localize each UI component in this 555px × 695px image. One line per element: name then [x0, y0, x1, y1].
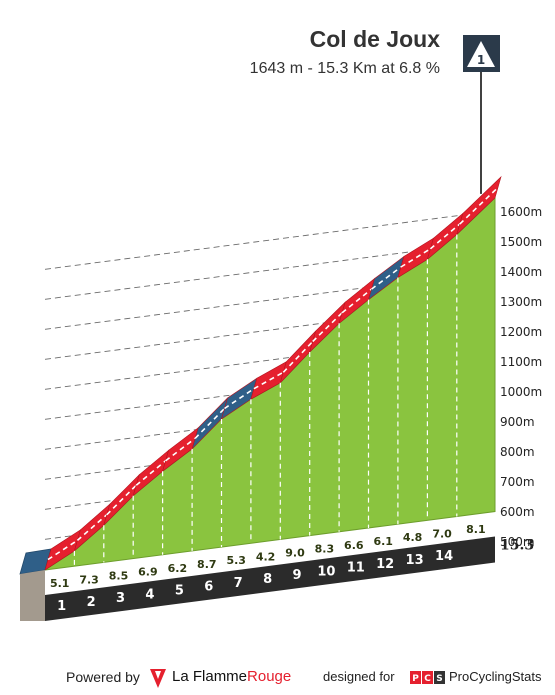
band-centreline-4 — [135, 460, 167, 486]
segment-gradient-label: 7.0 — [432, 527, 452, 540]
brand-suffix: Rouge — [247, 668, 292, 685]
band-centreline-5 — [165, 437, 196, 462]
segment-gradient-label: 5.3 — [226, 554, 246, 567]
climb-subtitle: 1643 m - 15.3 Km at 6.8 % — [249, 60, 440, 77]
band-centreline-9 — [282, 340, 314, 373]
gridline-1600 — [44, 210, 496, 270]
segment-gradient-label: 6.9 — [138, 566, 158, 579]
y-tick-label: 1400m — [500, 265, 542, 279]
designed-for-label: designed for — [323, 669, 395, 684]
pcs-name[interactable]: ProCyclingStats — [449, 669, 542, 684]
km-label: 7 — [234, 576, 243, 591]
gridline-1300 — [44, 300, 496, 360]
segment-gradient-label: 4.8 — [403, 531, 423, 544]
km-label: 4 — [145, 587, 154, 602]
segment-gradient-label: 4.2 — [256, 550, 276, 563]
brand-prefix: La Flamme — [172, 668, 248, 685]
y-tick-label: 600m — [500, 505, 535, 519]
y-tick-label: 1300m — [500, 295, 542, 309]
gridline-1000 — [44, 390, 496, 450]
climb-title: Col de Joux — [309, 26, 440, 52]
segment-gradient-label: 8.5 — [109, 569, 129, 582]
km-label: 12 — [376, 557, 394, 572]
band-centreline-12 — [371, 266, 402, 290]
km-label: 10 — [317, 564, 335, 579]
side-wall — [20, 570, 45, 621]
gradient-band-layer — [19, 175, 502, 575]
segment-gradient-label: 8.7 — [197, 558, 217, 571]
segment-gradient-label: 7.3 — [79, 573, 99, 586]
gridline-900 — [44, 420, 496, 480]
gridline-1200 — [44, 330, 496, 390]
segment-gradient-label: 6.1 — [373, 535, 393, 548]
km-label: 5 — [175, 584, 184, 599]
segment-gradient-label: 8.3 — [315, 543, 335, 556]
segment-gradient-label: 6.2 — [168, 562, 188, 575]
km-label: 3 — [116, 591, 125, 606]
y-tick-label: 1100m — [500, 355, 542, 369]
total-distance-label: 15.3 — [500, 538, 534, 554]
gradient-band-15 — [456, 175, 502, 236]
y-tick-label: 1000m — [500, 385, 542, 399]
gridline-1500 — [44, 240, 496, 300]
svg-text:C: C — [424, 674, 431, 684]
y-tick-label: 800m — [500, 445, 535, 459]
band-centreline-13 — [400, 248, 431, 268]
band-centreline-11 — [341, 288, 373, 314]
brand-name[interactable]: La FlammeRouge — [172, 668, 291, 685]
band-centreline-7 — [224, 388, 255, 410]
band-centreline-2 — [76, 514, 108, 542]
segment-gradient-label: 8.1 — [466, 523, 486, 536]
y-tick-label: 500m — [500, 535, 535, 549]
km-label: 2 — [87, 595, 96, 610]
category-number: 1 — [477, 53, 485, 67]
segment-gradient-label: 5.1 — [50, 577, 70, 590]
y-tick-label: 700m — [500, 475, 535, 489]
km-strip — [45, 536, 495, 621]
y-tick-label: 1200m — [500, 325, 542, 339]
km-label: 14 — [435, 549, 453, 564]
y-tick-label: 1500m — [500, 235, 542, 249]
km-label: 13 — [406, 553, 424, 568]
km-label: 6 — [204, 580, 213, 595]
band-centreline-8 — [253, 371, 284, 390]
gridline-1400 — [44, 270, 496, 330]
band-centreline-6 — [194, 407, 226, 439]
km-label: 11 — [347, 561, 365, 576]
segment-gradient-label: 9.0 — [285, 547, 305, 560]
km-gridlines — [73, 234, 458, 567]
svg-text:S: S — [436, 674, 442, 684]
band-centreline-1 — [47, 539, 78, 561]
powered-by-label: Powered by — [66, 669, 140, 685]
km-label: 9 — [292, 568, 301, 583]
label-layer: 500m 600m 700m 800m 900m 1000m 1100m 1200m 1300m… — [50, 205, 542, 614]
gridline-1100 — [44, 360, 496, 420]
band-centreline-3 — [106, 484, 137, 516]
category-triangle-icon — [467, 41, 495, 67]
base-layer — [20, 536, 495, 621]
band-centreline-10 — [312, 312, 343, 343]
y-tick-label: 900m — [500, 415, 535, 429]
flame-logo-icon — [150, 669, 166, 688]
footer: Powered by La FlammeRouge designed for P… — [0, 665, 555, 695]
band-centreline-14 — [429, 223, 461, 250]
km-label: 8 — [263, 572, 272, 587]
y-tick-label: 1600m — [500, 205, 542, 219]
svg-text:P: P — [412, 674, 419, 684]
km-label: 1 — [57, 599, 66, 614]
segment-gradient-label: 6.6 — [344, 539, 364, 552]
pcs-logo-icon: P C S — [410, 671, 445, 684]
summit-marker-layer: 1 — [463, 35, 500, 194]
